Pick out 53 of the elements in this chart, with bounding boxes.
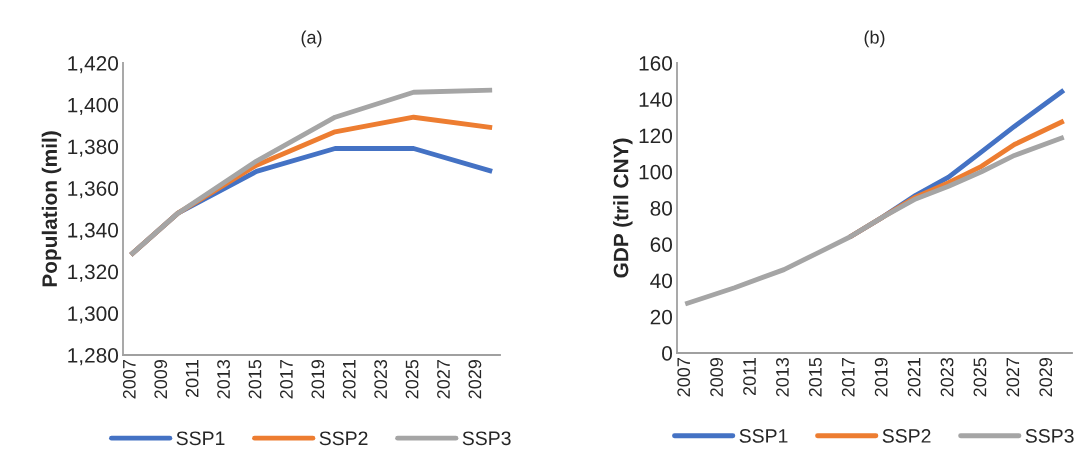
x-tick-label: 2023 — [940, 357, 954, 397]
x-tick-label: 2029 — [1039, 358, 1053, 397]
x-tick-label: 2015 — [808, 357, 822, 397]
x-tick-label: 2021 — [907, 358, 921, 397]
x-tick-label: 2017 — [280, 360, 293, 399]
x-tick-label: 2011 — [185, 360, 199, 398]
y-tick-label: 0 — [662, 346, 673, 361]
y-tick-label: 1,340 — [68, 222, 119, 241]
y-tick-label: 120 — [639, 128, 673, 144]
x-tick-label: 2011 — [743, 358, 756, 396]
x-tick-label: 2007 — [122, 360, 136, 399]
x-tick-label: 2013 — [776, 357, 789, 397]
x-tick-label: 2017 — [841, 358, 855, 397]
line-series — [128, 87, 495, 258]
x-tick-label: 2009 — [154, 360, 168, 399]
y-tick-label: 20 — [650, 309, 673, 325]
y-tick-label: 60 — [650, 237, 673, 252]
x-tick-label: 2013 — [217, 359, 230, 399]
y-tick-label: 40 — [650, 273, 673, 289]
y-axis-title: GDP (tril CNY) — [613, 138, 633, 278]
y-tick-label: 160 — [639, 56, 673, 71]
y-tick-label: 1,320 — [68, 264, 119, 282]
line-series — [682, 134, 1067, 307]
y-tick-label: 1,280 — [68, 348, 119, 366]
y-tick-label: 80 — [650, 201, 673, 216]
x-tick-label: 2021 — [342, 360, 356, 399]
chart-title: (b) — [864, 30, 885, 48]
legend-label: SSP3 — [1025, 429, 1074, 443]
legend-label: SSP2 — [319, 431, 368, 446]
x-tick-label: 2025 — [973, 357, 987, 397]
y-axis-title: Population (mil) — [41, 131, 62, 287]
x-tick-label: 2019 — [874, 358, 888, 397]
legend-label: SSP1 — [176, 431, 225, 446]
y-tick-label: 1,400 — [68, 97, 119, 115]
y-tick-label: 1,380 — [68, 139, 119, 157]
y-tick-label: 1,360 — [68, 181, 119, 199]
x-tick-label: 2015 — [248, 359, 262, 399]
x-tick-label: 2009 — [710, 358, 723, 397]
x-tick-label: 2025 — [405, 359, 419, 399]
y-tick-label: 100 — [639, 164, 673, 180]
y-tick-label: 1,420 — [68, 56, 119, 74]
x-tick-label: 2007 — [677, 358, 691, 397]
x-tick-label: 2019 — [311, 360, 325, 399]
x-tick-label: 2023 — [374, 359, 388, 399]
x-tick-label: 2027 — [437, 360, 450, 399]
chart-title: (a) — [301, 30, 322, 48]
x-tick-label: 2027 — [1006, 358, 1020, 397]
legend-label: SSP1 — [739, 429, 788, 443]
y-tick-label: 140 — [639, 92, 673, 107]
x-tick-label: 2029 — [468, 360, 482, 399]
y-tick-label: 1,300 — [68, 306, 119, 324]
legend-label: SSP2 — [882, 429, 931, 443]
legend-label: SSP3 — [462, 431, 511, 446]
